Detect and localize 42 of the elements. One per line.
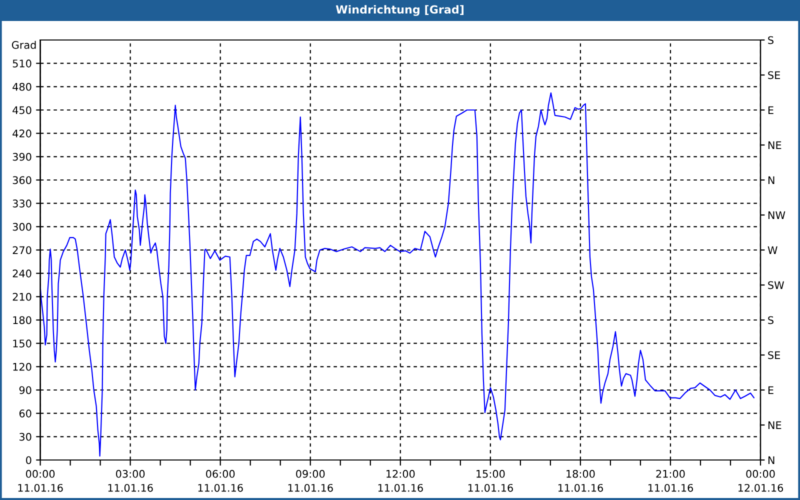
category-label: S <box>768 316 774 324</box>
category-label: E <box>768 106 774 114</box>
category-label: SE <box>768 351 780 360</box>
y-tick-label: 360 <box>12 176 32 184</box>
category-label: N <box>768 176 774 184</box>
x-tick-label: 21:00 11.01.16 <box>648 470 694 492</box>
category-label: N <box>768 456 774 464</box>
x-tick-label: 00:00 12.01.16 <box>738 470 784 492</box>
y-tick-label: 480 <box>12 82 32 91</box>
y-tick-label: 90 <box>19 386 32 394</box>
x-tick-label: 15:00 11.01.16 <box>468 470 513 492</box>
category-label: SW <box>768 281 784 290</box>
y-tick-label: 120 <box>13 362 32 371</box>
y-tick-label: 180 <box>13 316 32 324</box>
category-label: SE <box>768 71 780 80</box>
y-tick-label: 60 <box>19 410 32 418</box>
y-tick-label: 510 <box>12 60 32 68</box>
y-tick-label: 270 <box>12 246 32 254</box>
x-tick-label: 09:00 11.01.16 <box>288 470 333 492</box>
y-axis-title: Grad <box>12 40 36 49</box>
y-tick-label: 300 <box>12 222 32 231</box>
category-label: S <box>768 36 774 44</box>
category-label: NE <box>768 421 782 429</box>
y-tick-label: 450 <box>12 106 32 114</box>
x-tick-label: 12:00 11.01.16 <box>378 470 423 492</box>
category-label: NE <box>768 141 782 149</box>
category-label: NW <box>768 211 786 219</box>
y-tick-label: 240 <box>12 270 32 278</box>
y-tick-label: 420 <box>12 130 32 138</box>
category-label: W <box>768 246 778 254</box>
y-tick-label: 0 <box>26 456 32 464</box>
y-tick-label: 390 <box>12 152 32 161</box>
x-tick-label: 00:00 11.01.16 <box>18 470 63 492</box>
category-label: E <box>768 386 774 394</box>
x-tick-label: 03:00 11.01.16 <box>108 470 153 492</box>
y-tick-label: 330 <box>12 200 32 208</box>
x-tick-label: 18:00 11.01.16 <box>558 470 603 492</box>
y-tick-label: 150 <box>13 340 32 348</box>
y-tick-label: 30 <box>20 432 32 441</box>
x-tick-label: 06:00 11.01.16 <box>198 470 243 492</box>
y-tick-label: 210 <box>12 292 32 301</box>
chart-title: Windrichtung [Grad] <box>336 5 464 16</box>
